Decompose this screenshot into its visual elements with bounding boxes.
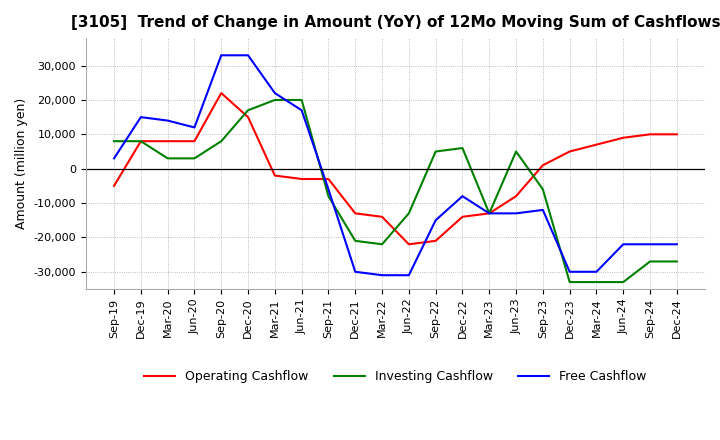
Free Cashflow [297,108,306,113]
Investing Cashflow [458,146,467,151]
Investing Cashflow [512,149,521,154]
Operating Cashflow [190,139,199,144]
Free Cashflow [592,269,600,275]
Investing Cashflow [137,139,145,144]
Investing Cashflow [592,279,600,285]
Free Cashflow [137,114,145,120]
Free Cashflow [324,187,333,192]
Free Cashflow [109,156,118,161]
Investing Cashflow [539,187,547,192]
Operating Cashflow [592,142,600,147]
Free Cashflow [217,53,225,58]
Y-axis label: Amount (million yen): Amount (million yen) [15,98,28,229]
Operating Cashflow [619,135,628,140]
Operating Cashflow [324,176,333,182]
Free Cashflow [539,207,547,213]
Investing Cashflow [431,149,440,154]
Operating Cashflow [271,173,279,178]
Investing Cashflow [297,97,306,103]
Free Cashflow [351,269,359,275]
Operating Cashflow [512,194,521,199]
Operating Cashflow [646,132,654,137]
Operating Cashflow [672,132,681,137]
Operating Cashflow [458,214,467,220]
Free Cashflow [431,218,440,223]
Investing Cashflow [163,156,172,161]
Free Cashflow [565,269,574,275]
Free Cashflow [458,194,467,199]
Operating Cashflow [217,91,225,96]
Investing Cashflow [378,242,387,247]
Investing Cashflow [351,238,359,243]
Investing Cashflow [672,259,681,264]
Investing Cashflow [324,194,333,199]
Free Cashflow [378,272,387,278]
Operating Cashflow [405,242,413,247]
Investing Cashflow [190,156,199,161]
Free Cashflow [646,242,654,247]
Operating Cashflow [565,149,574,154]
Free Cashflow [672,242,681,247]
Operating Cashflow [351,211,359,216]
Legend: Operating Cashflow, Investing Cashflow, Free Cashflow: Operating Cashflow, Investing Cashflow, … [139,365,652,388]
Operating Cashflow [431,238,440,243]
Investing Cashflow [646,259,654,264]
Free Cashflow [244,53,253,58]
Free Cashflow [405,272,413,278]
Free Cashflow [271,91,279,96]
Investing Cashflow [244,108,253,113]
Line: Investing Cashflow: Investing Cashflow [114,100,677,282]
Free Cashflow [190,125,199,130]
Line: Free Cashflow: Free Cashflow [114,55,677,275]
Investing Cashflow [271,97,279,103]
Operating Cashflow [109,183,118,188]
Operating Cashflow [378,214,387,220]
Operating Cashflow [485,211,494,216]
Free Cashflow [163,118,172,123]
Free Cashflow [512,211,521,216]
Operating Cashflow [539,163,547,168]
Operating Cashflow [244,114,253,120]
Investing Cashflow [485,211,494,216]
Investing Cashflow [565,279,574,285]
Investing Cashflow [405,211,413,216]
Operating Cashflow [297,176,306,182]
Free Cashflow [485,211,494,216]
Investing Cashflow [217,139,225,144]
Line: Operating Cashflow: Operating Cashflow [114,93,677,244]
Free Cashflow [619,242,628,247]
Investing Cashflow [619,279,628,285]
Title: [3105]  Trend of Change in Amount (YoY) of 12Mo Moving Sum of Cashflows: [3105] Trend of Change in Amount (YoY) o… [71,15,720,30]
Operating Cashflow [163,139,172,144]
Investing Cashflow [109,139,118,144]
Operating Cashflow [137,139,145,144]
